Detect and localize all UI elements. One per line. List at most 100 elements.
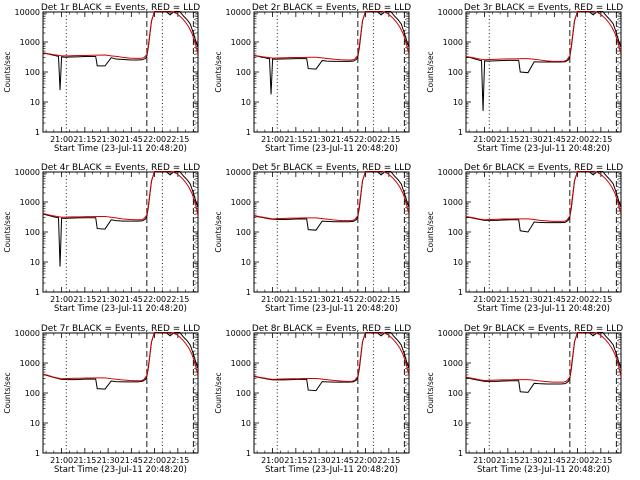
y-tick-label: 100 — [448, 68, 463, 77]
panel-3: Det 3r BLACK = Events, RED = LLD 1 10 100 10… — [426, 3, 623, 154]
y-tick-label: 100 — [448, 389, 463, 398]
x-tick-label: 21:15 — [73, 295, 96, 304]
x-tick-label: 22:00 — [566, 295, 589, 304]
lld-series-line — [254, 11, 409, 61]
y-tick-label: 1 — [246, 449, 251, 458]
x-axis-label: Start Time (23-Jul-11 20:48:20) — [54, 304, 187, 314]
panel-title: Det 7r BLACK = Events, RED = LLD — [41, 324, 200, 334]
lld-series-line — [254, 171, 409, 222]
x-tick-label: 22:00 — [143, 295, 166, 304]
y-axis-label: Counts/sec — [426, 51, 435, 92]
x-axis-label: Start Time (23-Jul-11 20:48:20) — [265, 304, 398, 314]
x-tick-label: 21:15 — [284, 295, 307, 304]
y-tick-label: 100 — [236, 68, 251, 77]
panel-9: Det 9r BLACK = Events, RED = LLD 1 10 100 10… — [426, 324, 623, 475]
y-tick-label: 100 — [236, 228, 251, 237]
events-series-line — [43, 171, 198, 267]
x-tick-label: 21:45 — [120, 456, 143, 465]
lld-series-line — [466, 171, 621, 222]
y-axis-label: Counts/sec — [3, 372, 12, 413]
y-tick-label: 1 — [35, 449, 40, 458]
x-tick-label: 22:15 — [377, 295, 400, 304]
x-tick-label: 22:15 — [166, 295, 189, 304]
y-tick-label: 1 — [35, 128, 40, 137]
events-series-line — [466, 332, 621, 393]
x-tick-label: 22:00 — [354, 456, 377, 465]
x-tick-label: 21:30 — [308, 135, 331, 144]
panel-1: Det 1r BLACK = Events, RED = LLD 1 10 100 10… — [3, 3, 200, 154]
y-tick-label: 1000 — [443, 38, 463, 47]
x-tick-label: 22:00 — [354, 135, 377, 144]
x-tick-label: 21:00 — [261, 295, 284, 304]
y-tick-label: 10 — [30, 98, 40, 107]
y-axis-label: Counts/sec — [3, 211, 12, 252]
x-tick-label: 22:15 — [589, 135, 612, 144]
x-tick-label: 21:00 — [261, 135, 284, 144]
x-tick-label: 22:00 — [354, 295, 377, 304]
x-axis-label: Start Time (23-Jul-11 20:48:20) — [54, 144, 187, 154]
y-tick-label: 1 — [458, 449, 463, 458]
x-tick-label: 21:30 — [308, 456, 331, 465]
x-tick-label: 21:30 — [97, 135, 120, 144]
panel-4: Det 4r BLACK = Events, RED = LLD 1 10 100 10… — [3, 163, 200, 314]
y-tick-label: 1000 — [231, 359, 251, 368]
panel-8: Det 8r BLACK = Events, RED = LLD 1 10 100 10… — [214, 324, 411, 475]
events-series-line — [254, 11, 409, 95]
y-tick-label: 1 — [35, 288, 40, 297]
x-axis-label: Start Time (23-Jul-11 20:48:20) — [477, 304, 610, 314]
x-tick-label: 21:45 — [543, 295, 566, 304]
lld-series-line — [43, 11, 198, 59]
y-tick-label: 10000 — [226, 168, 251, 177]
y-axis-label: Counts/sec — [426, 372, 435, 413]
x-axis-label: Start Time (23-Jul-11 20:48:20) — [477, 144, 610, 154]
x-tick-label: 22:00 — [143, 135, 166, 144]
x-tick-label: 21:45 — [331, 456, 354, 465]
panel-title: Det 5r BLACK = Events, RED = LLD — [252, 163, 411, 173]
y-tick-label: 10000 — [438, 168, 463, 177]
x-tick-label: 21:30 — [97, 456, 120, 465]
x-tick-label: 21:15 — [73, 456, 96, 465]
y-tick-label: 10 — [241, 98, 251, 107]
x-axis-label: Start Time (23-Jul-11 20:48:20) — [265, 144, 398, 154]
x-tick-label: 21:30 — [520, 135, 543, 144]
x-tick-label: 22:00 — [143, 456, 166, 465]
y-axis-label: Counts/sec — [214, 211, 223, 252]
x-tick-label: 21:15 — [496, 295, 519, 304]
y-axis-label: Counts/sec — [426, 211, 435, 252]
panel-7: Det 7r BLACK = Events, RED = LLD 1 10 100 10… — [3, 324, 200, 475]
lld-series-line — [466, 11, 621, 62]
x-tick-label: 22:15 — [589, 456, 612, 465]
x-tick-label: 22:00 — [566, 456, 589, 465]
x-tick-label: 22:15 — [589, 295, 612, 304]
events-series-line — [466, 171, 621, 233]
y-tick-label: 10 — [30, 258, 40, 267]
x-tick-label: 21:45 — [331, 295, 354, 304]
lld-series-line — [43, 332, 198, 382]
y-tick-label: 10000 — [15, 8, 40, 17]
x-tick-label: 21:15 — [496, 456, 519, 465]
y-tick-label: 10000 — [15, 329, 40, 338]
y-tick-label: 10 — [241, 419, 251, 428]
y-tick-label: 100 — [236, 389, 251, 398]
panel-6: Det 6r BLACK = Events, RED = LLD 1 10 100 10… — [426, 163, 623, 314]
x-tick-label: 21:00 — [261, 456, 284, 465]
y-axis-label: Counts/sec — [214, 372, 223, 413]
y-tick-label: 10 — [30, 419, 40, 428]
x-tick-label: 21:30 — [308, 295, 331, 304]
panel-5: Det 5r BLACK = Events, RED = LLD 1 10 100 10… — [214, 163, 411, 314]
events-series-line — [254, 171, 409, 231]
x-tick-label: 21:30 — [520, 295, 543, 304]
panel-title: Det 4r BLACK = Events, RED = LLD — [41, 163, 200, 173]
y-tick-label: 1000 — [20, 359, 40, 368]
y-tick-label: 1 — [458, 288, 463, 297]
x-tick-label: 21:00 — [473, 295, 496, 304]
y-tick-label: 10 — [453, 419, 463, 428]
x-axis-label: Start Time (23-Jul-11 20:48:20) — [265, 465, 398, 475]
x-tick-label: 21:15 — [73, 135, 96, 144]
panel-title: Det 1r BLACK = Events, RED = LLD — [41, 3, 200, 13]
y-tick-label: 1000 — [443, 359, 463, 368]
events-series-line — [43, 11, 198, 91]
y-tick-label: 1000 — [20, 198, 40, 207]
x-tick-label: 21:15 — [496, 135, 519, 144]
